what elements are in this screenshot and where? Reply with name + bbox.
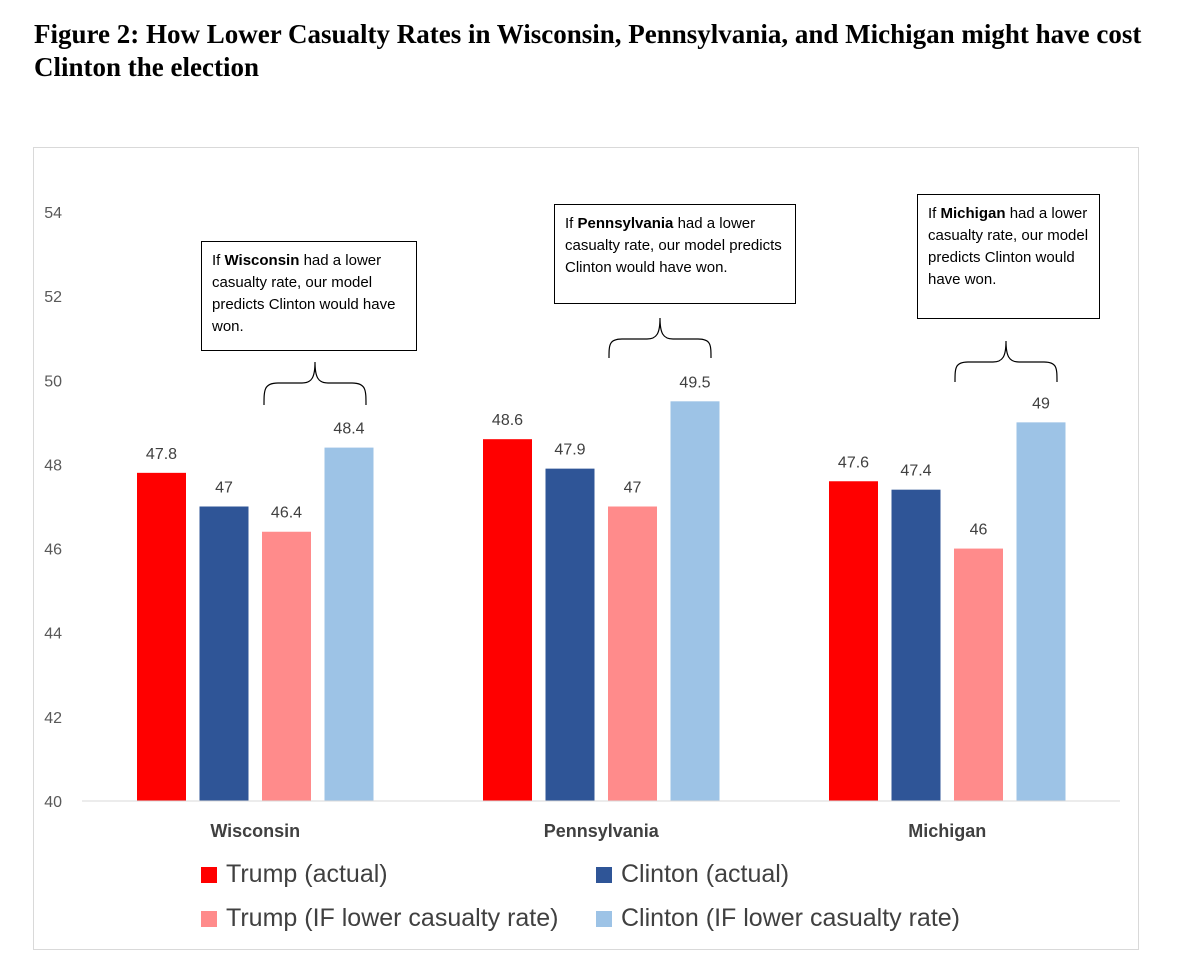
legend-swatch: [596, 866, 612, 883]
legend-item-clinton-if: Clinton (IF lower casualty rate): [596, 904, 960, 933]
legend-item-trump-actual: Trump (actual): [201, 860, 388, 889]
legend-item-clinton-actual: Clinton (actual): [596, 860, 789, 889]
data-label: 47.8: [146, 446, 177, 463]
braces: [263, 317, 1058, 406]
category-labels: Wisconsin Pennsylvania Michigan: [210, 821, 986, 841]
callout-prefix: If: [212, 252, 225, 269]
bar-pennsylvania-series-2: [608, 506, 657, 801]
data-label: 48.6: [492, 412, 523, 429]
y-tick-label: 50: [44, 373, 62, 390]
callout-prefix: If: [565, 215, 578, 232]
y-tick-label: 52: [44, 289, 62, 306]
y-tick-label: 46: [44, 542, 62, 559]
data-labels: 47.8 47 46.4 48.4 48.6 47.9 47 49.5 47.6 47.4 46 49: [146, 374, 1050, 538]
bar-michigan-series-0: [829, 481, 878, 801]
callout-prefix: If: [928, 205, 941, 222]
data-label: 49.5: [679, 374, 710, 391]
data-label: 47: [624, 480, 642, 497]
bar-michigan-series-3: [1016, 422, 1066, 801]
bar-pennsylvania-series-3: [670, 401, 720, 801]
legend-label: Clinton (actual): [621, 860, 790, 888]
data-label: 46.4: [271, 505, 302, 522]
data-label: 48.4: [333, 421, 364, 438]
bar-wisconsin-series-2: [262, 531, 311, 801]
legend-swatch: [201, 910, 217, 927]
bar-michigan-series-1: [891, 489, 941, 801]
bars: [137, 401, 1066, 801]
legend-label: Clinton (IF lower casualty rate): [621, 904, 961, 932]
bar-wisconsin-series-0: [137, 472, 186, 801]
data-label: 47: [215, 480, 233, 497]
y-tick-label: 40: [44, 794, 62, 811]
y-tick-label: 48: [44, 457, 62, 474]
data-label: 47.6: [838, 454, 869, 471]
bar-wisconsin-series-1: [199, 506, 249, 801]
legend-swatch: [201, 866, 217, 883]
category-label: Pennsylvania: [544, 821, 660, 841]
callout-state: Wisconsin: [224, 252, 300, 269]
bar-pennsylvania-series-0: [483, 439, 532, 801]
callout-wisconsin: If Wisconsin had a lower casualty rate, …: [201, 241, 417, 351]
brace-wisconsin: [263, 361, 367, 406]
bar-pennsylvania-series-1: [545, 468, 595, 801]
category-label: Wisconsin: [210, 821, 300, 841]
legend-label: Trump (IF lower casualty rate): [226, 904, 559, 932]
y-tick-label: 44: [44, 626, 62, 643]
figure-title: Figure 2: How Lower Casualty Rates in Wi…: [34, 19, 1142, 82]
bar-michigan-series-2: [954, 548, 1003, 801]
callout-state: Michigan: [940, 205, 1006, 222]
legend-label: Trump (actual): [226, 860, 388, 888]
brace-michigan: [954, 340, 1058, 383]
y-axis-ticks: 40 42 44 46 48 50 52 54: [44, 205, 62, 811]
callout-pennsylvania: If Pennsylvania had a lower casualty rat…: [554, 204, 796, 304]
y-tick-label: 42: [44, 710, 62, 727]
data-label: 47.9: [554, 442, 585, 459]
legend-swatch: [596, 910, 612, 927]
callout-text: had a lower casualty rate, our model pre…: [565, 215, 782, 276]
callout-text: had a lower casualty rate, our model pre…: [212, 252, 396, 335]
callout-text: had a lower casualty rate, our model pre…: [928, 205, 1089, 288]
category-label: Michigan: [908, 821, 986, 841]
data-label: 47.4: [900, 463, 931, 480]
legend-item-trump-if: Trump (IF lower casualty rate): [201, 904, 558, 933]
y-tick-label: 54: [44, 205, 62, 222]
data-label: 46: [970, 522, 988, 539]
data-label: 49: [1032, 395, 1050, 412]
brace-pennsylvania: [608, 317, 712, 359]
callout-michigan: If Michigan had a lower casualty rate, o…: [917, 194, 1100, 319]
bar-wisconsin-series-3: [324, 447, 374, 801]
callout-state: Pennsylvania: [577, 215, 674, 232]
